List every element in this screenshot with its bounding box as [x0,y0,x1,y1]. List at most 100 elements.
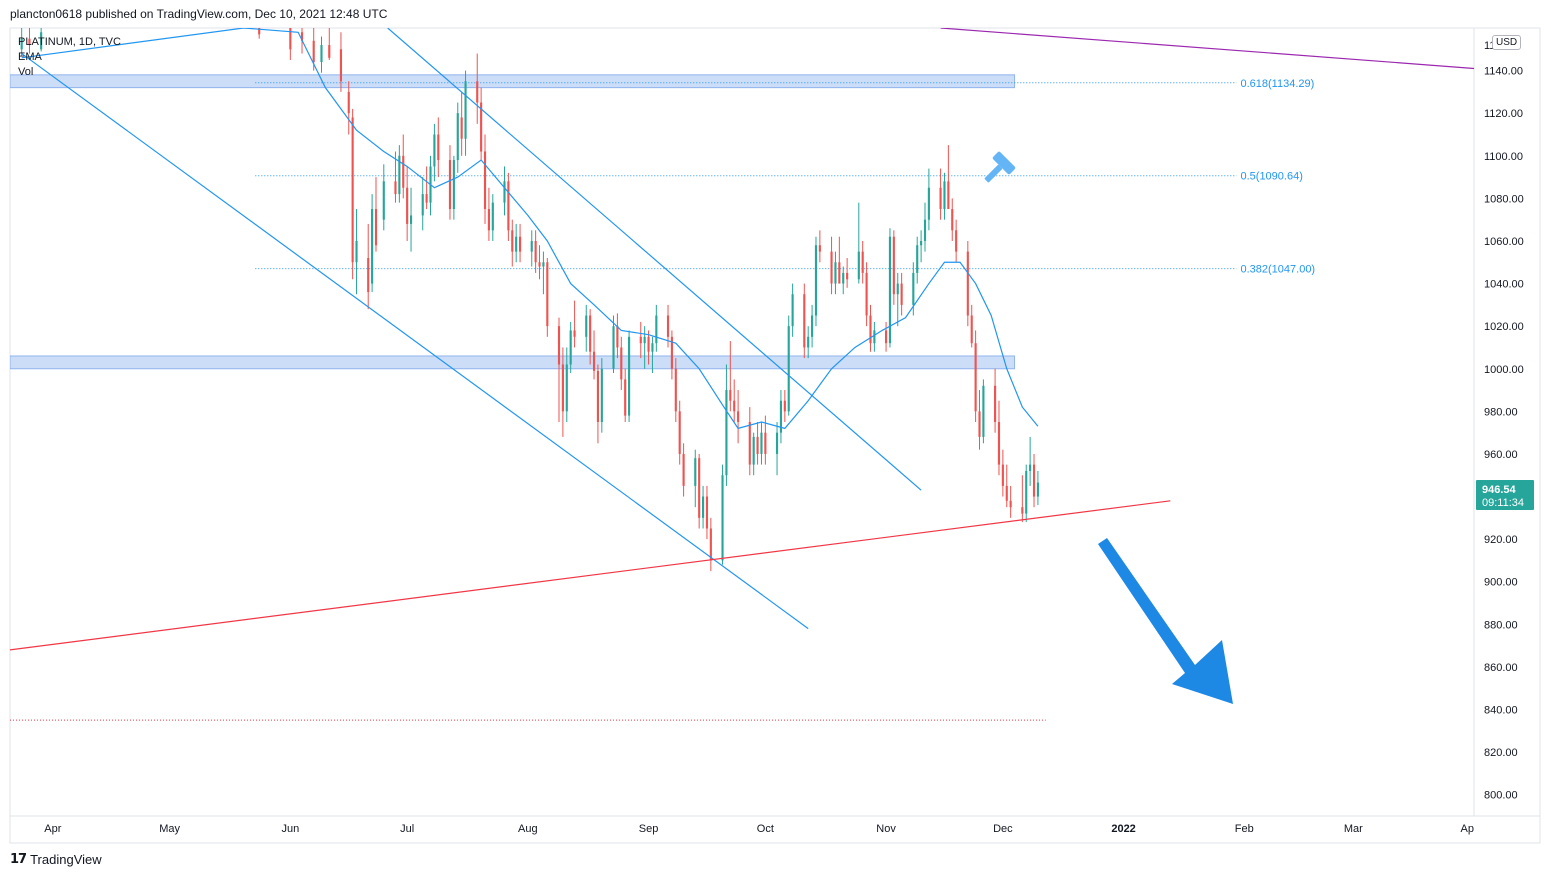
candle-body [589,315,592,352]
time-tick-label: Ap [1461,823,1474,835]
candle-body [1029,464,1032,471]
candle-body [1001,464,1004,486]
ema-layer [21,28,1039,430]
candle-body [791,294,794,327]
candle-body [573,330,576,337]
candle-body [421,194,424,216]
candles-layer [20,28,1039,572]
candle-body [592,351,596,371]
candle-body [406,187,409,224]
candle-body [674,368,677,412]
candle-body [861,251,864,273]
candle-body [939,187,942,210]
candle-body [585,315,588,337]
time-tick-label: Oct [757,823,774,835]
candle-body [838,262,841,284]
candle-body [425,194,428,203]
candle-body [807,336,810,348]
candle-body [811,315,814,337]
candle-body [729,390,732,401]
candle-body [779,400,783,433]
candle-body [974,343,977,412]
candle-body [912,272,915,305]
candle-body [328,45,331,58]
candle-body [978,411,981,437]
price-tick-label: 1000.00 [1484,364,1524,376]
price-tag: 946.54 09:11:34 [1476,480,1534,510]
candle-body [503,181,506,203]
legend-symbol[interactable]: PLATINUM, 1D, TVC [18,36,121,48]
tradingview-logo-icon: 17 [10,852,27,867]
time-tick-label: Apr [44,823,61,835]
candle-body [460,117,463,139]
candle-body [394,181,397,195]
candle-body [834,262,837,284]
candle-body [542,262,545,267]
candle-body [737,411,740,422]
candle-body [487,209,490,231]
candle-body [355,240,358,263]
trendline-resistance [940,28,1474,70]
candle-body [725,390,728,476]
price-tag-countdown: 09:11:34 [1482,497,1524,509]
candle-body [612,326,615,369]
price-tick-label: 900.00 [1484,577,1518,589]
footer-branding[interactable]: 17 TradingView [10,852,102,867]
candle-body [371,209,374,284]
price-tick-label: 1060.00 [1484,236,1524,248]
candle-body [943,181,946,210]
candle-body [787,326,790,412]
candle-body [561,364,564,412]
candle-body [783,400,786,412]
candle-body [643,336,646,344]
candle-body [651,343,654,352]
candle-body [997,422,1001,465]
trendline-channel-lower [21,53,809,630]
candle-body [764,432,767,454]
candle-body [534,240,537,263]
candle-body [518,236,522,252]
ema-line [21,28,1039,430]
candle-body [970,315,973,344]
candle-body [448,160,452,210]
publisher-header: plancton0618 published on TradingView.co… [10,7,388,21]
support-resistance-zone-1 [10,355,1016,370]
candle-body [888,236,892,344]
candle-body [300,32,304,41]
time-axis[interactable]: Apr May Jun Jul Aug Sep Oct Nov Dec 2022 Feb Mar Ap [44,823,1474,835]
time-tick-label: Mar [1344,823,1363,835]
price-tick-label: 820.00 [1484,747,1518,759]
candle-body [437,134,440,161]
time-tick-label: 2022 [1111,823,1135,835]
candle-body [530,240,533,252]
candle-body [666,315,670,337]
candle-body [569,330,572,365]
price-axis[interactable]: 1140.00 1120.00 1100.00 1080.00 1060.00 1040.… [1484,40,1524,802]
trendlines-layer [10,28,1474,651]
price-tick-label: 1040.00 [1484,279,1524,291]
candle-body [483,151,487,210]
price-tick-label: 880.00 [1484,619,1518,631]
candle-body [382,181,385,220]
currency-badge[interactable]: USD [1492,35,1522,50]
price-tick-label: 1140.00 [1484,66,1523,78]
support-resistance-zone-0 [10,74,1016,89]
candle-body [507,181,510,231]
legend-ema[interactable]: EMA [18,51,42,63]
candle-body [966,251,969,316]
candle-body [760,432,763,454]
price-tick-label-partial: 11 [1484,40,1495,52]
candle-body [515,236,518,252]
candle-body [40,32,43,50]
time-tick-label: Jun [281,823,299,835]
candle-body [351,117,354,263]
candle-body [620,347,623,380]
candle-body [916,245,919,273]
candle-body [452,160,455,210]
candle-body [869,315,872,344]
candle-body [923,219,927,241]
candle-body [628,336,631,416]
candle-body [289,28,292,50]
legend-vol[interactable]: Vol [18,66,34,78]
